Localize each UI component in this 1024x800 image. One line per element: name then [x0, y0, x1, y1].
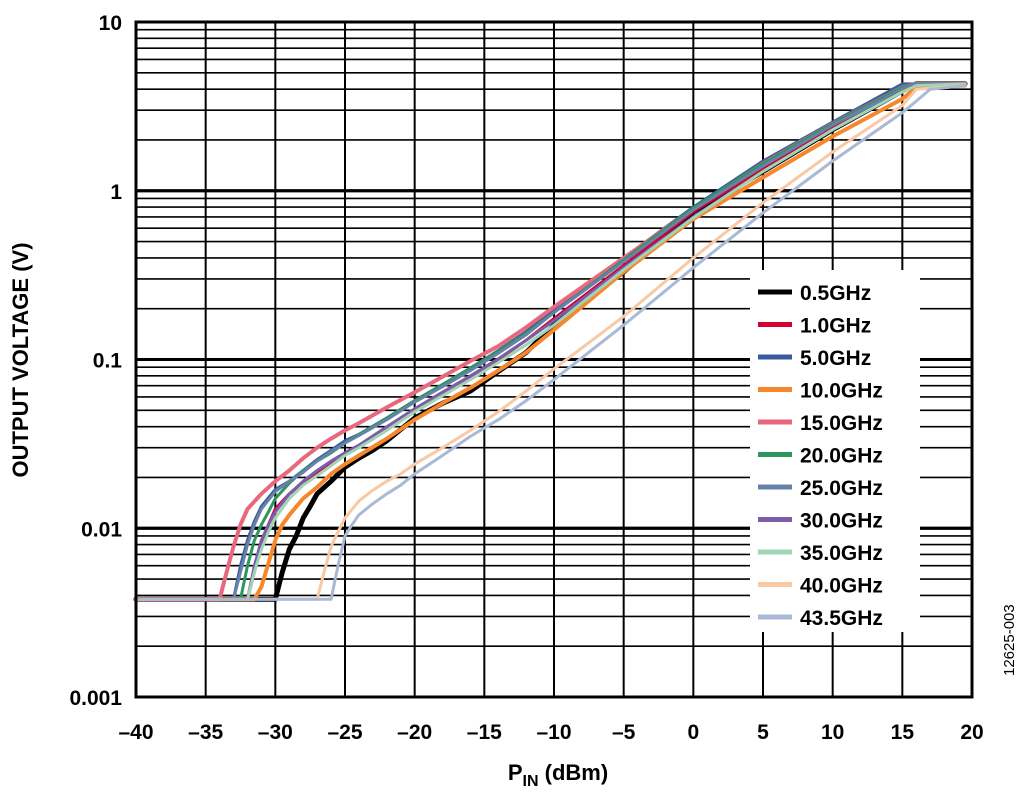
- x-tick-label: –15: [467, 721, 502, 744]
- y-tick-label: 0.1: [93, 350, 123, 373]
- legend-label: 25.0GHz: [800, 477, 883, 500]
- series-line-40.0GHz: [134, 84, 967, 601]
- x-tick-label: –35: [188, 721, 223, 744]
- x-tick-label: –30: [258, 721, 293, 744]
- x-axis-title: PIN (dBm): [508, 760, 608, 790]
- legend-label: 10.0GHz: [800, 380, 883, 403]
- series-line-43.5GHz: [134, 84, 967, 601]
- series-line-10.0GHz: [134, 83, 967, 602]
- series-line-25.0GHz: [134, 82, 967, 601]
- legend-label: 30.0GHz: [800, 510, 883, 533]
- plot-frame: [134, 20, 974, 699]
- legend-label: 1.0GHz: [800, 315, 871, 338]
- x-tick-label: –25: [327, 721, 362, 744]
- y-tick-label: 0.001: [69, 687, 122, 710]
- figure-id: 12625-003: [1001, 604, 1018, 676]
- legend-label: 20.0GHz: [800, 445, 883, 468]
- legend-label: 43.5GHz: [800, 607, 883, 630]
- series-line-35.0GHz: [134, 82, 967, 601]
- x-axis-title-main: P: [508, 760, 523, 785]
- legend-label: 15.0GHz: [800, 412, 883, 435]
- x-axis-title-subscript: IN: [523, 773, 539, 790]
- x-tick-label: 5: [757, 721, 769, 744]
- x-tick-label: 10: [821, 721, 844, 744]
- legend-label: 5.0GHz: [800, 347, 871, 370]
- x-tick-label: 15: [891, 721, 915, 744]
- x-tick-label: –20: [397, 721, 432, 744]
- series-lines: [133, 81, 968, 602]
- x-tick-label: –10: [536, 721, 571, 744]
- x-tick-label: 0: [687, 721, 699, 744]
- y-tick-label: 0.01: [81, 518, 122, 541]
- x-tick-label: –40: [118, 721, 153, 744]
- x-tick-label: –5: [612, 721, 636, 744]
- legend-box: [750, 270, 920, 632]
- x-tick-labels: –40 –35 –30 –25 –20 –15 –10 –5 0 5 10 15 20: [118, 721, 983, 744]
- y-tick-labels: 0.001 0.01 0.1 1 10: [69, 12, 122, 710]
- legend-label: 0.5GHz: [800, 282, 871, 305]
- legend: 0.5GHz 1.0GHz 5.0GHz 10.0GHz 15.0GHz 20.0GHz 2…: [750, 270, 920, 632]
- y-axis-title: OUTPUT VOLTAGE (V): [8, 242, 33, 477]
- y-tick-label: 10: [99, 12, 122, 35]
- y-tick-label: 1: [110, 181, 122, 204]
- x-tick-label: 20: [960, 721, 983, 744]
- legend-label: 35.0GHz: [800, 542, 883, 565]
- x-axis-title-unit: (dBm): [539, 760, 609, 785]
- legend-label: 40.0GHz: [800, 575, 883, 598]
